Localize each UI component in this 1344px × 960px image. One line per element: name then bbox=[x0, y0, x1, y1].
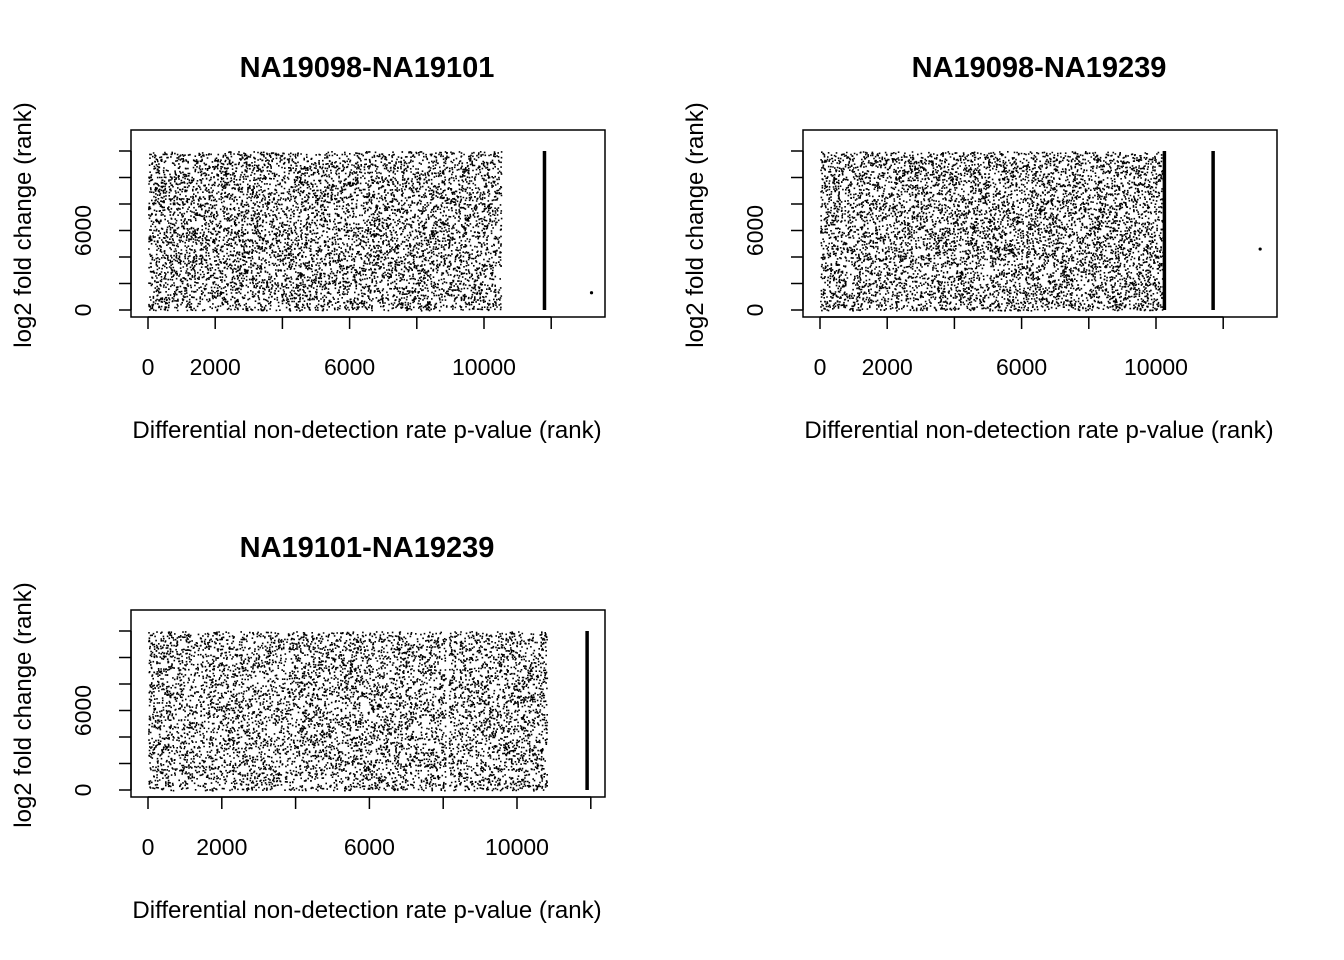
panel-2-title: NA19098-NA19239 bbox=[912, 52, 1167, 84]
panel-3-y-label: log2 fold change (rank) bbox=[10, 582, 37, 827]
panel-1-x-axis: 0 2000 6000 10000 bbox=[142, 316, 552, 380]
panel-2-points bbox=[820, 151, 1262, 312]
x-tick-label: 6000 bbox=[324, 354, 375, 380]
x-tick-label: 2000 bbox=[862, 354, 913, 380]
scatter-points bbox=[148, 151, 503, 312]
panel-2-x-axis: 0 2000 6000 10000 bbox=[814, 316, 1224, 380]
y-tick-label: 0 bbox=[70, 304, 96, 317]
outlier-point bbox=[1258, 247, 1262, 251]
x-tick-label: 2000 bbox=[196, 834, 247, 860]
panel-3-y-axis: 0 6000 bbox=[70, 630, 132, 797]
panel-1-y-label: log2 fold change (rank) bbox=[10, 102, 37, 347]
x-tick-label: 0 bbox=[142, 834, 155, 860]
scatter-points bbox=[820, 151, 1165, 312]
panel-2-x-label: Differential non-detection rate p-value … bbox=[804, 417, 1273, 444]
x-tick-label: 6000 bbox=[996, 354, 1047, 380]
panel-1-points bbox=[148, 151, 594, 312]
x-tick-label: 10000 bbox=[452, 354, 516, 380]
panel-3-x-label: Differential non-detection rate p-value … bbox=[132, 897, 601, 924]
panel-3-title: NA19101-NA19239 bbox=[240, 532, 495, 564]
panel-2-y-axis: 0 6000 bbox=[742, 150, 804, 317]
y-tick-label: 6000 bbox=[742, 205, 768, 256]
panel-3-points bbox=[148, 631, 589, 792]
panel-1-title: NA19098-NA19101 bbox=[240, 52, 495, 84]
panel-2-y-label: log2 fold change (rank) bbox=[682, 102, 709, 347]
y-tick-label: 0 bbox=[70, 784, 96, 797]
y-tick-label: 6000 bbox=[70, 205, 96, 256]
y-tick-label: 0 bbox=[742, 304, 768, 317]
panel-1: NA19098-NA19101 0 2000 6000 10000 0 6000 Dif… bbox=[10, 52, 606, 444]
x-tick-label: 10000 bbox=[485, 834, 549, 860]
x-tick-label: 10000 bbox=[1124, 354, 1188, 380]
panel-1-x-label: Differential non-detection rate p-value … bbox=[132, 417, 601, 444]
y-tick-label: 6000 bbox=[70, 685, 96, 736]
panel-2: NA19098-NA19239 0 2000 6000 10000 0 6000 Dif… bbox=[682, 52, 1278, 444]
panel-3: NA19101-NA19239 0 2000 6000 10000 0 6000 Dif… bbox=[10, 532, 606, 924]
x-tick-label: 6000 bbox=[344, 834, 395, 860]
x-tick-label: 2000 bbox=[190, 354, 241, 380]
panel-3-x-axis: 0 2000 6000 10000 bbox=[142, 796, 592, 860]
scatter-points bbox=[148, 631, 549, 792]
panel-1-plot-frame bbox=[130, 129, 606, 318]
x-tick-label: 0 bbox=[814, 354, 827, 380]
outlier-point bbox=[589, 291, 594, 295]
x-tick-label: 0 bbox=[142, 354, 155, 380]
panel-1-y-axis: 0 6000 bbox=[70, 150, 132, 317]
